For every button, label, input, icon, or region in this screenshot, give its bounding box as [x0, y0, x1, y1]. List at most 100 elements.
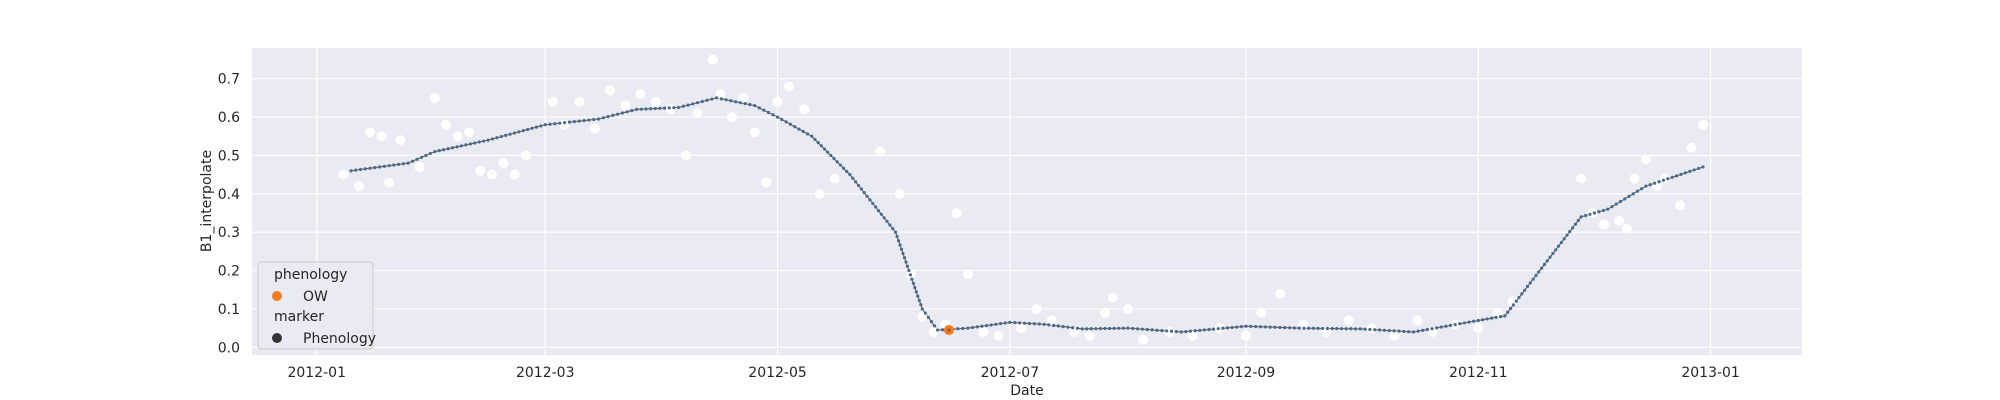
interpolated-marker: [984, 323, 989, 328]
interpolated-marker: [1373, 328, 1377, 332]
observation-point: [799, 104, 810, 115]
interpolated-marker: [1089, 327, 1093, 331]
interpolated-marker: [1556, 244, 1561, 248]
observation-point: [761, 177, 772, 188]
observation-point: [509, 169, 520, 180]
observation-point: [1675, 200, 1686, 211]
interpolated-marker: [1631, 192, 1635, 196]
x-tick-label: 2012-07: [981, 365, 1040, 381]
observation-point: [1107, 292, 1118, 303]
interpolated-marker: [1514, 299, 1518, 303]
interpolated-marker: [1537, 270, 1541, 274]
interpolated-marker: [899, 247, 904, 251]
interpolated-marker: [1623, 197, 1627, 201]
interpolated-marker: [1472, 319, 1476, 323]
interpolated-marker: [401, 162, 405, 166]
interpolated-marker: [898, 243, 902, 247]
interpolated-marker: [1344, 327, 1348, 331]
legend-hue-title: phenology: [274, 267, 347, 283]
observation-point: [498, 158, 509, 169]
interpolated-marker: [1131, 326, 1135, 331]
interpolated-marker: [486, 138, 490, 142]
interpolated-marker: [810, 134, 814, 138]
interpolated-marker: [567, 120, 572, 124]
interpolated-marker: [940, 328, 945, 332]
interpolated-marker: [358, 167, 363, 172]
observation-point: [1100, 307, 1111, 318]
y-tick-label: 0.1: [218, 302, 240, 318]
interpolated-marker: [868, 198, 872, 202]
interpolated-marker: [1467, 320, 1471, 324]
interpolated-marker: [1160, 328, 1164, 333]
interpolated-marker: [1688, 169, 1692, 173]
interpolated-marker: [606, 114, 610, 119]
interpolated-marker: [601, 116, 605, 120]
interpolated-marker: [1402, 329, 1406, 334]
interpolated-marker: [1103, 326, 1107, 331]
interpolated-marker: [710, 97, 714, 101]
interpolated-marker: [1627, 194, 1631, 198]
interpolated-marker: [926, 315, 930, 319]
observation-point: [726, 112, 737, 123]
interpolated-marker: [1490, 316, 1494, 320]
interpolated-marker: [1382, 328, 1387, 332]
interpolated-marker: [917, 298, 921, 303]
interpolated-marker: [1397, 329, 1401, 333]
interpolated-marker: [743, 102, 747, 106]
observation-point: [707, 54, 718, 65]
interpolated-marker: [1198, 328, 1202, 332]
interpolated-marker: [1061, 325, 1065, 329]
interpolated-marker: [611, 113, 615, 117]
interpolated-marker: [424, 153, 428, 158]
interpolated-marker: [935, 328, 940, 332]
observation-point: [875, 146, 886, 157]
y-tick-label: 0.2: [218, 264, 240, 280]
interpolated-marker: [442, 148, 446, 152]
interpolated-marker: [1416, 329, 1420, 333]
interpolated-marker: [1683, 171, 1688, 175]
interpolated-marker: [464, 143, 468, 147]
observation-point: [1084, 330, 1095, 341]
interpolated-marker: [1335, 327, 1339, 331]
y-tick-label: 0.3: [218, 225, 240, 241]
interpolated-marker: [1292, 326, 1297, 330]
interpolated-marker: [923, 311, 927, 315]
interpolated-marker: [1462, 321, 1467, 325]
interpolated-marker: [1316, 326, 1320, 330]
interpolated-marker: [1597, 210, 1601, 214]
x-tick-label: 2012-09: [1217, 365, 1276, 381]
observation-point: [414, 161, 425, 172]
interpolated-marker: [1503, 314, 1507, 318]
interpolated-marker: [1610, 205, 1614, 209]
observation-point: [1343, 315, 1354, 326]
interpolated-marker: [856, 183, 861, 188]
observation-point: [365, 127, 376, 138]
interpolated-marker: [1378, 328, 1382, 332]
interpolated-marker: [729, 99, 733, 103]
interpolated-marker: [1042, 322, 1046, 326]
interpolated-marker: [1108, 326, 1112, 331]
interpolated-marker: [1476, 318, 1480, 323]
interpolated-marker: [1635, 189, 1639, 193]
interpolated-marker: [473, 141, 477, 145]
interpolated-marker: [1565, 233, 1569, 237]
interpolated-marker: [387, 164, 391, 168]
legend: phenology OW marker Phenology: [257, 261, 376, 350]
interpolated-marker: [1453, 322, 1457, 327]
interpolated-marker: [920, 307, 924, 311]
interpolated-marker: [1239, 325, 1243, 329]
interpolated-marker: [1145, 327, 1149, 332]
interpolated-marker: [1692, 168, 1696, 172]
observation-point: [951, 208, 962, 219]
ow-point-center: [947, 328, 951, 332]
observation-point: [559, 119, 570, 130]
observation-point: [384, 177, 395, 188]
y-tick-label: 0.4: [218, 187, 240, 203]
interpolated-marker: [1542, 262, 1547, 267]
x-tick-label: 2013-01: [1681, 365, 1740, 381]
observation-point: [1686, 142, 1697, 153]
interpolated-marker: [1363, 327, 1367, 331]
interpolated-marker: [888, 223, 892, 227]
legend-box: [257, 261, 374, 350]
interpolated-marker: [495, 136, 499, 140]
